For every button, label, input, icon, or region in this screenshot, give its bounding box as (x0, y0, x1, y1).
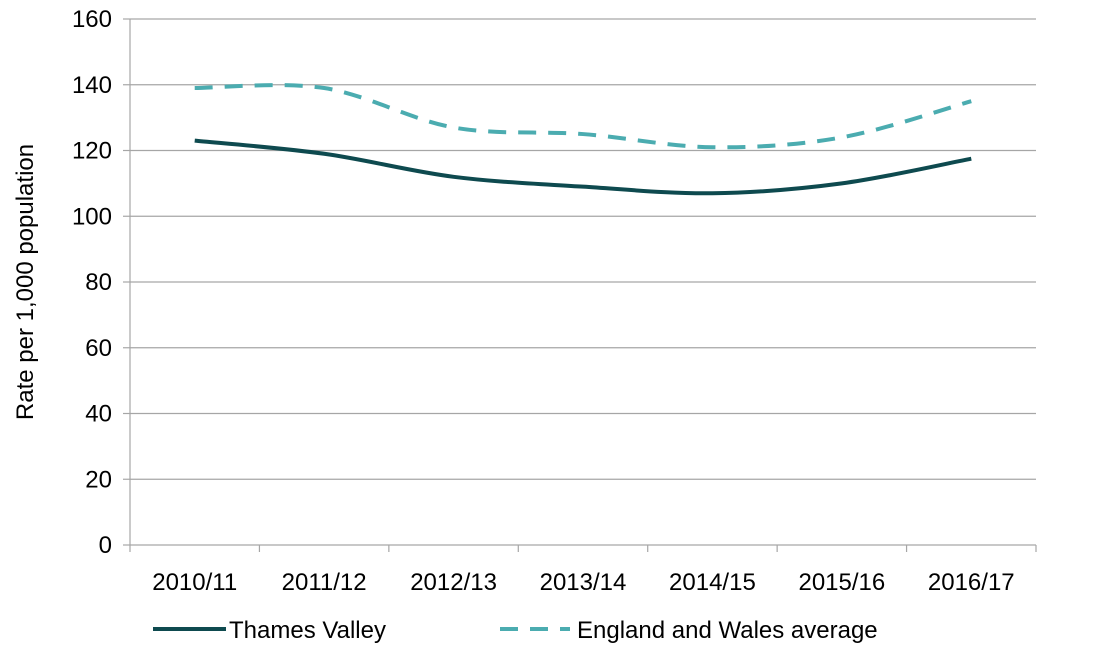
series-lines (193, 83, 973, 196)
y-tick-labels: 0 20 40 60 80 100 120 140 160 (72, 6, 112, 559)
y-tick-label: 20 (85, 466, 112, 493)
data-point (452, 125, 456, 129)
data-point (193, 86, 197, 90)
x-tick-label: 2010/11 (152, 569, 237, 596)
x-tick-label: 2011/12 (282, 569, 367, 596)
y-tick-label: 140 (72, 72, 112, 99)
series-line-england-and-wales-average (194, 83, 972, 150)
x-tick-labels: 2010/11 2011/12 2012/13 2013/14 2014/15 2015/… (152, 569, 1014, 596)
data-point (710, 191, 714, 195)
data-point (710, 145, 714, 149)
data-point (322, 152, 326, 156)
data-point (969, 99, 973, 103)
legend-label: Thames Valley (229, 617, 386, 644)
y-tick-label: 40 (85, 401, 112, 428)
y-tick-label: 160 (72, 6, 112, 33)
series-line-thames-valley (194, 138, 972, 196)
legend-label: England and Wales average (577, 617, 878, 644)
data-point (840, 135, 844, 139)
x-tick-label: 2013/14 (540, 569, 627, 596)
y-tick-label: 80 (85, 269, 112, 296)
legend: Thames Valley England and Wales average (153, 617, 878, 644)
data-point (840, 181, 844, 185)
data-point (969, 157, 973, 161)
x-tick-label: 2014/15 (669, 569, 756, 596)
x-tick-label: 2012/13 (410, 569, 497, 596)
x-tick-label: 2015/16 (798, 569, 885, 596)
y-tick-label: 120 (72, 138, 112, 165)
x-tick-label: 2016/17 (928, 569, 1015, 596)
data-point (581, 132, 585, 136)
data-point (452, 175, 456, 179)
axes (123, 18, 1037, 552)
y-axis-title: Rate per 1,000 population (12, 144, 39, 420)
y-tick-label: 0 (99, 532, 112, 559)
gridlines (130, 18, 1036, 480)
data-point (193, 139, 197, 143)
data-point (322, 86, 326, 90)
y-tick-label: 60 (85, 335, 112, 362)
data-point (581, 185, 585, 189)
y-tick-label: 100 (72, 203, 112, 230)
